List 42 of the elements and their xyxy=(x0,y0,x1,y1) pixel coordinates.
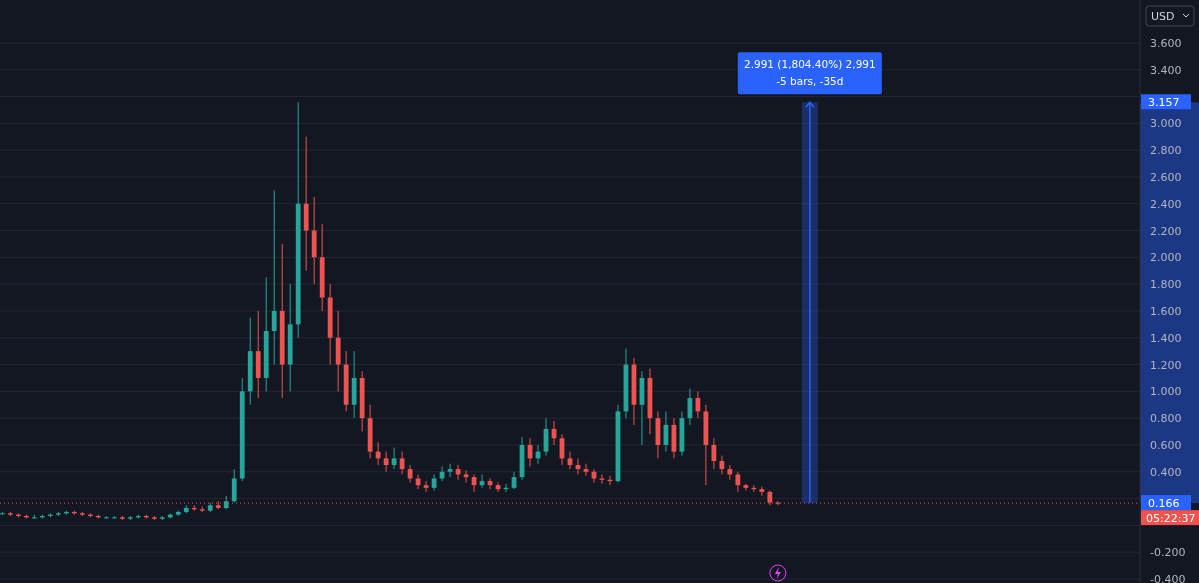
text: 05:22:37 xyxy=(1146,512,1196,526)
annotation: -5 bars, -35d xyxy=(776,75,844,88)
candlestick xyxy=(407,464,413,483)
y-tick-label: 1.000 xyxy=(1150,385,1182,399)
candlestick xyxy=(375,441,381,466)
candlestick xyxy=(231,468,237,504)
y-tick-label: 0.400 xyxy=(1150,465,1182,479)
y-tick-label: 1.400 xyxy=(1150,331,1182,345)
y-tick-label: 0.600 xyxy=(1150,438,1182,452)
ref-line-label: 0.166 xyxy=(1148,497,1180,511)
y-tick-label: -0.200 xyxy=(1150,546,1186,560)
candlestick xyxy=(735,471,741,493)
candlestick xyxy=(727,464,733,481)
candlestick xyxy=(743,483,749,492)
y-tick-label: 1.600 xyxy=(1150,304,1182,318)
annotation: 2.991 (1,804.40%) 2,991 xyxy=(743,58,876,71)
text: 3.157 xyxy=(1148,96,1180,110)
candlestick xyxy=(271,189,277,366)
y-tick-label: 1.200 xyxy=(1150,358,1182,372)
y-tick-label: 3.000 xyxy=(1150,117,1182,131)
candlestick xyxy=(463,469,469,483)
y-tick-label: 0.800 xyxy=(1150,412,1182,426)
candlestick xyxy=(383,451,389,473)
candlestick xyxy=(599,473,605,485)
candlestick xyxy=(399,451,405,475)
candlestick xyxy=(719,455,725,475)
y-tick-label: 2.400 xyxy=(1150,197,1182,211)
candlestick xyxy=(415,473,421,490)
text: USD xyxy=(1151,10,1175,23)
y-tick-label: -0.400 xyxy=(1150,573,1186,583)
y-tick-label: 3.600 xyxy=(1150,36,1182,50)
y-tick-label: 2.600 xyxy=(1150,170,1182,184)
y-tick-label: 3.400 xyxy=(1150,63,1182,77)
y-tick-label: 2.800 xyxy=(1150,144,1182,158)
candlestick xyxy=(583,463,589,477)
candlestick xyxy=(423,480,429,493)
candlestick xyxy=(391,447,397,470)
y-tick-label: 1.800 xyxy=(1150,278,1182,292)
y-tick-label: 2.000 xyxy=(1150,251,1182,265)
candlestick xyxy=(447,463,453,478)
candlestick xyxy=(759,486,765,497)
y-tick-label: 2.200 xyxy=(1150,224,1182,238)
